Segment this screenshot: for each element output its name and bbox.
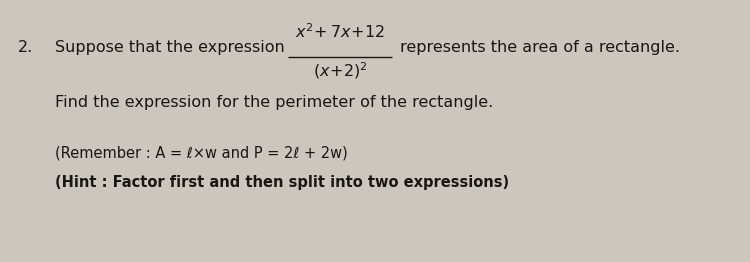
Text: represents the area of a rectangle.: represents the area of a rectangle. [400,40,680,55]
Text: (Hint : Factor first and then split into two expressions): (Hint : Factor first and then split into… [55,175,509,190]
Text: 2.: 2. [18,40,33,55]
Text: Suppose that the expression: Suppose that the expression [55,40,285,55]
Text: Find the expression for the perimeter of the rectangle.: Find the expression for the perimeter of… [55,95,494,110]
Text: $(x\!+\!2)^2$: $(x\!+\!2)^2$ [313,60,368,81]
Text: $x^2\!+7x\!+\!12$: $x^2\!+7x\!+\!12$ [295,22,385,41]
Text: (Remember : A = ℓ×w and P = 2ℓ + 2w): (Remember : A = ℓ×w and P = 2ℓ + 2w) [55,145,348,160]
